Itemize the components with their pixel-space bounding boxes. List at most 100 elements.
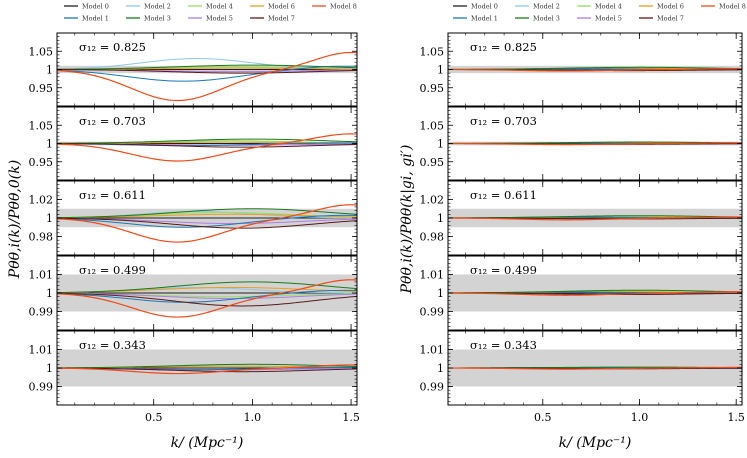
legend-label-0-7: Model 7 <box>268 14 295 22</box>
curves-1-0 <box>448 66 742 72</box>
series-line-0-4-model-7 <box>57 367 357 373</box>
curves-0-2 <box>57 204 357 243</box>
series-line-1-3-model-8 <box>448 291 742 296</box>
y-tick-label-0-1-0: 1.05 <box>29 119 54 132</box>
x-axis-label-0: k/ (Mpc⁻¹) <box>171 435 244 451</box>
y-tick-label-1-2-1: 1 <box>437 212 444 225</box>
series-line-0-3-model-8 <box>57 279 357 318</box>
curves-0-3 <box>57 279 357 318</box>
y-tick-label-0-3-1: 1 <box>46 287 53 300</box>
sigma-label-1-2: σ₁₂ = 0.611 <box>470 188 537 202</box>
legend-label-0-2: Model 2 <box>144 2 171 10</box>
sigma-label-0-1: σ₁₂ = 0.703 <box>79 114 146 128</box>
series-line-0-2-model-3 <box>57 208 357 219</box>
sigma-label-1-1: σ₁₂ = 0.703 <box>470 114 537 128</box>
y-axis-label-0: Pθθ,i(k)/Pθθ,0(k) <box>7 160 23 279</box>
legend-label-0-3: Model 3 <box>144 14 171 22</box>
y-tick-label-1-0-0: 1.05 <box>420 45 445 58</box>
legend-label-1-0: Model 0 <box>471 2 498 10</box>
y-tick-label-0-0-2: 0.95 <box>29 82 54 95</box>
x-tick-label-0-1: 1.0 <box>244 411 262 424</box>
series-line-0-2-model-8 <box>57 204 357 243</box>
series-line-0-3-model-5 <box>57 292 357 300</box>
y-tick-label-1-0-1: 1 <box>437 64 444 77</box>
series-line-0-2-model-6 <box>57 213 357 219</box>
series-line-1-2-model-3 <box>448 215 742 219</box>
sigma-label-1-3: σ₁₂ = 0.499 <box>470 263 537 277</box>
legend-label-0-4: Model 4 <box>206 2 233 10</box>
y-tick-label-1-4-1: 1 <box>437 362 444 375</box>
y-tick-label-0-4-0: 1.01 <box>29 344 54 357</box>
legend-label-0-6: Model 6 <box>268 2 295 10</box>
y-tick-label-0-1-1: 1 <box>46 138 53 151</box>
series-line-0-4-model-8 <box>57 364 357 375</box>
x-tick-label-1-2: 1.5 <box>727 411 745 424</box>
y-tick-label-0-2-2: 0.98 <box>29 231 54 244</box>
legend-label-1-4: Model 4 <box>595 2 622 10</box>
legend-label-0-1: Model 1 <box>82 14 109 22</box>
sigma-label-0-2: σ₁₂ = 0.611 <box>79 188 146 202</box>
series-line-0-3-model-1 <box>57 289 357 303</box>
curves-0-4 <box>57 363 357 375</box>
legend-label-1-7: Model 7 <box>657 14 684 22</box>
curves-0-0 <box>57 51 357 102</box>
legend-label-1-5: Model 5 <box>595 14 622 22</box>
y-tick-label-1-4-2: 0.99 <box>420 381 445 394</box>
y-tick-label-1-1-0: 1.05 <box>420 119 445 132</box>
y-tick-label-1-3-2: 0.99 <box>420 306 445 319</box>
curves-1-4 <box>448 366 742 370</box>
sigma-label-0-3: σ₁₂ = 0.499 <box>79 263 146 277</box>
y-axis-label-1: Pθθ,i(k)/Pθθ(k|gi, gi′) <box>399 145 415 295</box>
series-line-0-1-model-8 <box>57 133 357 162</box>
y-tick-label-0-2-1: 1 <box>46 212 53 225</box>
y-tick-label-0-1-2: 0.95 <box>29 156 54 169</box>
y-tick-label-0-4-1: 1 <box>46 362 53 375</box>
legend-label-1-2: Model 2 <box>533 2 560 10</box>
y-tick-label-0-0-1: 1 <box>46 64 53 77</box>
series-line-1-2-model-8 <box>448 216 742 221</box>
legend-label-0-5: Model 5 <box>206 14 233 22</box>
y-tick-label-1-3-1: 1 <box>437 287 444 300</box>
series-line-1-0-model-8 <box>448 68 742 72</box>
x-tick-label-0-2: 1.5 <box>342 411 360 424</box>
sigma-label-0-0: σ₁₂ = 0.825 <box>79 40 146 54</box>
legend-label-1-1: Model 1 <box>471 14 498 22</box>
curves-1-1 <box>448 141 742 146</box>
series-line-0-0-model-7 <box>57 69 357 74</box>
series-line-1-3-model-3 <box>448 289 742 294</box>
series-line-0-0-model-8 <box>57 51 357 102</box>
series-line-0-1-model-7 <box>57 143 357 148</box>
y-tick-label-1-4-0: 1.01 <box>420 344 445 357</box>
y-tick-label-1-3-0: 1.01 <box>420 269 445 282</box>
curves-1-3 <box>448 289 742 296</box>
legend-label-0-0: Model 0 <box>82 2 109 10</box>
y-tick-label-1-0-2: 0.95 <box>420 82 445 95</box>
curves-1-2 <box>448 215 742 221</box>
x-tick-label-1-0: 0.5 <box>534 411 552 424</box>
series-line-1-1-model-8 <box>448 142 742 146</box>
x-tick-label-0-0: 0.5 <box>145 411 163 424</box>
series-line-0-4-model-3 <box>57 363 357 369</box>
y-tick-label-1-2-2: 0.98 <box>420 231 445 244</box>
series-line-0-3-model-3 <box>57 281 357 294</box>
series-line-0-2-model-7 <box>57 217 357 229</box>
series-line-1-4-model-8 <box>448 366 742 370</box>
x-axis-label-1: k/ (Mpc⁻¹) <box>559 435 632 451</box>
legend-label-1-8: Model 8 <box>719 2 746 10</box>
y-tick-label-0-0-0: 1.05 <box>29 45 54 58</box>
y-tick-label-1-1-1: 1 <box>437 138 444 151</box>
y-tick-label-0-3-2: 0.99 <box>29 306 54 319</box>
legend-label-0-8: Model 8 <box>330 2 357 10</box>
curves-0-1 <box>57 133 357 162</box>
y-tick-label-1-2-0: 1.02 <box>420 194 445 207</box>
series-line-0-0-model-3 <box>57 64 357 70</box>
series-line-0-3-model-7 <box>57 292 357 307</box>
legend-label-1-6: Model 6 <box>657 2 684 10</box>
sigma-label-1-4: σ₁₂ = 0.343 <box>470 338 537 352</box>
y-tick-label-0-3-0: 1.01 <box>29 269 54 282</box>
legend-label-1-3: Model 3 <box>533 14 560 22</box>
y-tick-label-0-4-2: 0.99 <box>29 381 54 394</box>
series-line-0-0-model-1 <box>57 65 357 82</box>
series-line-1-0-model-3 <box>448 66 742 70</box>
